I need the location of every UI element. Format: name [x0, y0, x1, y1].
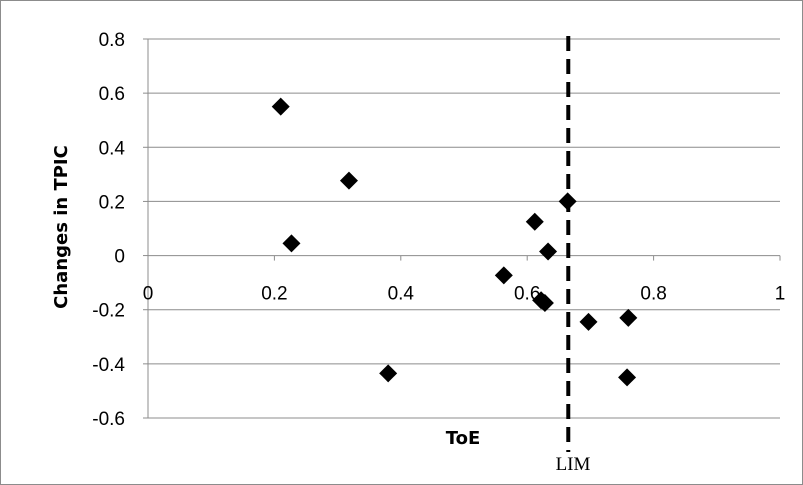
x-tick-label: 0 [143, 284, 154, 305]
data-point [579, 312, 598, 331]
x-tick-label: 1 [775, 284, 786, 305]
data-point [339, 171, 358, 190]
x-tick-labels: 0 0.2 0.4 0.6 0.8 1 [143, 284, 786, 305]
data-point [271, 97, 290, 116]
y-tick-label: 0.4 [99, 138, 126, 159]
y-tick-labels: -0.6 -0.4 -0.2 0 0.2 0.4 0.6 0.8 [92, 30, 125, 430]
data-point [558, 192, 577, 211]
y-axis-title: Changes in TPIC [51, 145, 72, 309]
y-tick-label: 0.6 [99, 84, 125, 105]
x-tick-label: 0.8 [640, 284, 666, 305]
x-axis-title: ToE [446, 428, 481, 449]
lim-label: LIM [556, 454, 591, 475]
y-tick-label: -0.2 [92, 301, 125, 322]
data-point [539, 242, 558, 261]
y-tick-label: 0 [114, 247, 125, 268]
y-tick-label: 0.2 [99, 192, 125, 213]
y-tick-label: 0.8 [99, 30, 125, 51]
data-point [494, 266, 513, 285]
data-point [379, 364, 398, 383]
data-point [535, 293, 554, 312]
axes [143, 38, 781, 419]
data-point [282, 234, 301, 253]
data-point [525, 212, 544, 231]
data-point [618, 368, 637, 387]
x-tick-label: 0.2 [261, 284, 287, 305]
data-points [271, 97, 638, 387]
y-tick-label: -0.4 [92, 355, 125, 376]
x-tick-label: 0.4 [388, 284, 415, 305]
data-point [619, 308, 638, 327]
y-tick-label: -0.6 [92, 409, 125, 430]
gridlines [148, 38, 780, 419]
